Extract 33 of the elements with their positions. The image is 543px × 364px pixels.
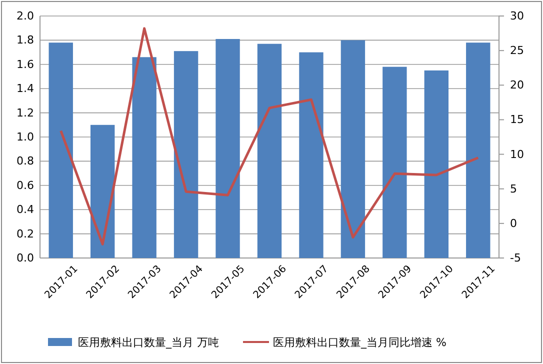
y-tick-label: 0.2 (16, 227, 34, 240)
y-tick-label: 1.2 (16, 106, 34, 120)
y2-tick-label: 10 (510, 148, 524, 161)
y-tick-label: 1.6 (16, 58, 34, 71)
bar (299, 52, 324, 258)
bar (257, 44, 282, 258)
y-tick-label: 0.0 (16, 252, 34, 265)
line-series (60, 27, 480, 246)
y2-tick-label: 30 (510, 10, 524, 23)
y2-tick-label: -5 (510, 252, 521, 265)
bar (132, 57, 156, 258)
y-tick-label: 0.4 (16, 203, 34, 216)
legend-label: 医用敷料出口数量_当月 万吨 (78, 336, 219, 349)
y-tick-label: 1.4 (16, 82, 34, 96)
y-tick-label: 0.8 (16, 154, 34, 168)
y-tick-label: 0.6 (16, 178, 34, 192)
bar (424, 70, 449, 258)
y2-tick-label: 5 (510, 182, 517, 196)
y2-tick-label: 25 (510, 44, 524, 58)
legend-label: 医用敷料出口数量_当月同比增速 % (273, 336, 446, 349)
bar (174, 51, 198, 258)
y-tick-label: 1.0 (16, 130, 34, 144)
y2-tick-label: 20 (510, 78, 524, 92)
bar (340, 40, 366, 258)
y-tick-label: 1.8 (16, 34, 34, 47)
bar (48, 42, 73, 258)
bar (466, 42, 490, 258)
y-tick-label: 2.0 (16, 10, 34, 23)
y2-tick-label: 0 (510, 216, 517, 230)
y2-tick-label: 15 (510, 113, 524, 126)
bar (90, 124, 115, 258)
bar (382, 66, 407, 258)
bar (216, 38, 240, 258)
